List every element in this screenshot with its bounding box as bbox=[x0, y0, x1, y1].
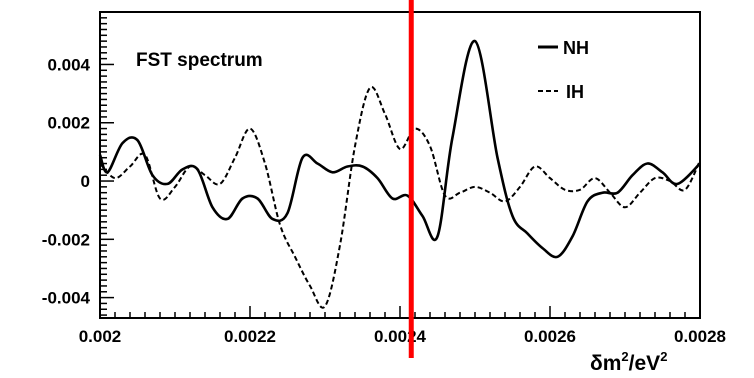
x-axis-label-sup1: 2 bbox=[621, 349, 628, 364]
x-tick-label: 0.0022 bbox=[224, 327, 276, 346]
legend-label-nh: NH bbox=[563, 38, 589, 58]
y-tick-label: 0.002 bbox=[47, 114, 90, 133]
series-layer bbox=[98, 39, 701, 309]
chart-title: FST spectrum bbox=[136, 50, 263, 71]
legend: NH IH bbox=[538, 38, 589, 102]
x-tick-label: 0.0024 bbox=[374, 327, 427, 346]
series-line-ih bbox=[99, 85, 701, 309]
tick-labels: 0.002 0.0022 0.0024 0.0026 0.0028 -0.004 -0.00… bbox=[42, 55, 726, 346]
plot-frame bbox=[99, 11, 701, 319]
y-tick-label: -0.004 bbox=[42, 289, 91, 308]
y-tick-label: -0.002 bbox=[42, 230, 90, 249]
series-line-nh bbox=[98, 39, 701, 259]
x-axis-label: δm2/eV2 bbox=[590, 349, 667, 375]
y-tick-label: 0.004 bbox=[47, 55, 90, 74]
x-axis-label-main: δm bbox=[590, 352, 621, 375]
axis-ticks bbox=[99, 17, 701, 318]
x-tick-label: 0.0028 bbox=[674, 327, 726, 346]
legend-label-ih: IH bbox=[566, 82, 584, 102]
x-axis-label-sup2: 2 bbox=[660, 349, 667, 364]
x-tick-label: 0.0026 bbox=[524, 327, 576, 346]
x-tick-label: 0.002 bbox=[79, 327, 122, 346]
y-tick-label: 0 bbox=[81, 172, 90, 191]
x-axis-label-mid: /eV bbox=[629, 352, 661, 375]
